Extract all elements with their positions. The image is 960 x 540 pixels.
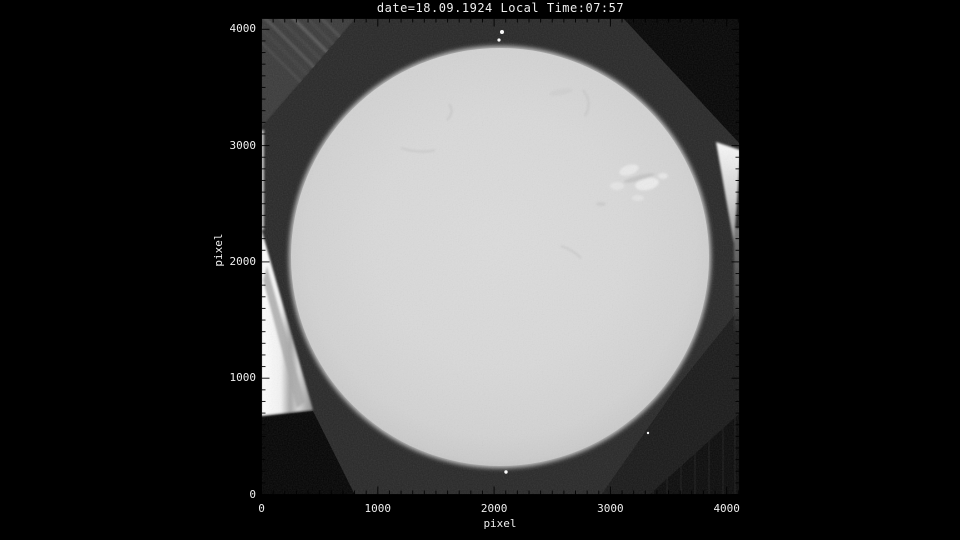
x-tick-label: 1000: [364, 502, 392, 515]
x-tick-label: 0: [258, 502, 265, 515]
x-axis-title: pixel: [483, 517, 517, 530]
solar-plate-image: [261, 18, 740, 495]
x-tick-label: 2000: [480, 502, 508, 515]
y-tick-label: 4000: [229, 22, 257, 36]
film-grain-overlay: [261, 18, 740, 495]
plot-title: date=18.09.1924 Local Time:07:57: [376, 1, 625, 15]
y-tick-label: 1000: [229, 371, 257, 385]
plot-area: [261, 18, 740, 495]
x-tick-label: 3000: [597, 502, 624, 515]
axis-frame: [261, 18, 740, 495]
y-tick-label: 2000: [229, 254, 257, 268]
y-tick-label: 0: [249, 487, 256, 501]
axis-ticks: [261, 18, 740, 495]
y-tick-label: 3000: [229, 138, 257, 152]
x-tick-label: 4000: [713, 502, 740, 515]
